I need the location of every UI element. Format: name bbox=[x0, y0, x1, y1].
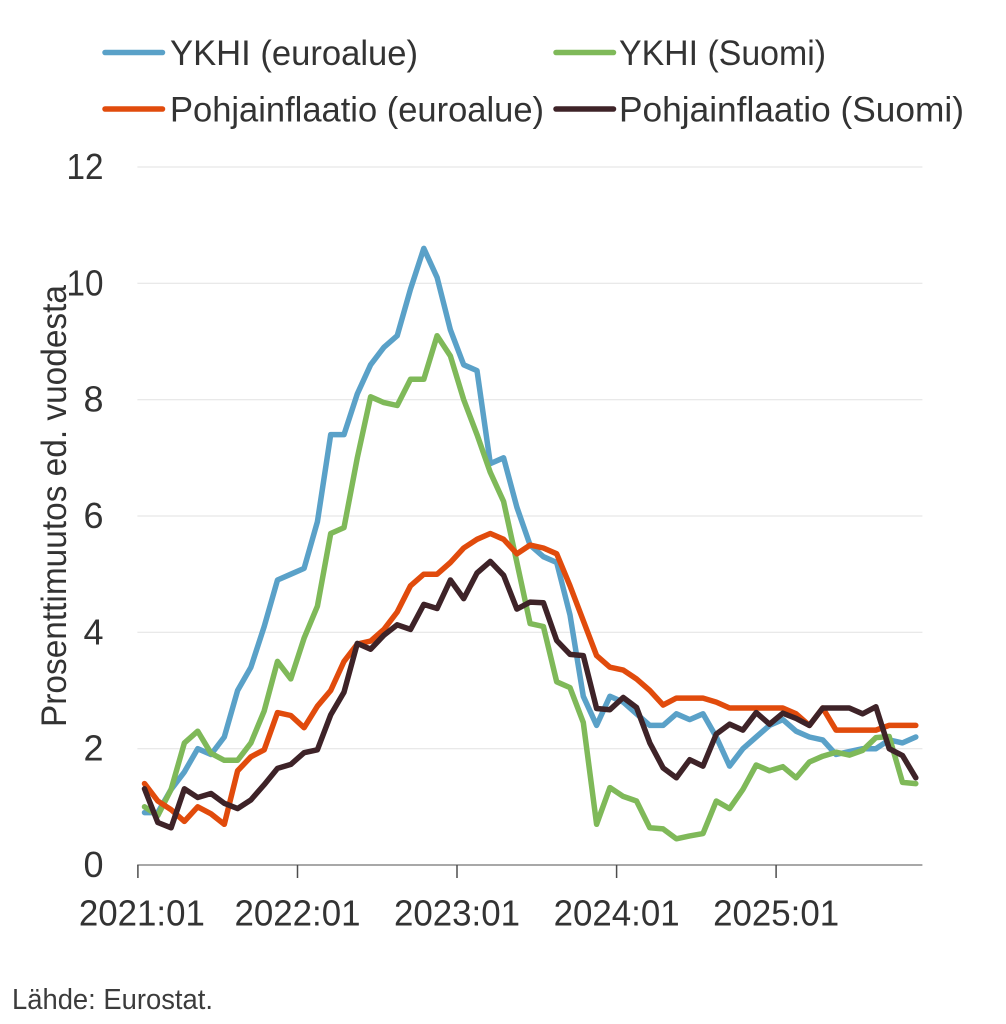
svg-text:0: 0 bbox=[83, 844, 103, 885]
svg-text:2: 2 bbox=[83, 728, 103, 769]
svg-text:Lähde: Eurostat.: Lähde: Eurostat. bbox=[12, 984, 213, 1016]
svg-text:12: 12 bbox=[67, 146, 104, 187]
svg-text:Pohjainflaatio (euroalue): Pohjainflaatio (euroalue) bbox=[170, 91, 544, 130]
svg-text:2024:01: 2024:01 bbox=[554, 893, 680, 934]
svg-text:2022:01: 2022:01 bbox=[235, 893, 361, 934]
svg-text:10: 10 bbox=[67, 262, 104, 303]
svg-text:6: 6 bbox=[83, 495, 103, 536]
svg-text:2025:01: 2025:01 bbox=[713, 893, 839, 934]
svg-text:2023:01: 2023:01 bbox=[394, 893, 520, 934]
svg-text:2021:01: 2021:01 bbox=[79, 893, 205, 934]
svg-text:YKHI (euroalue): YKHI (euroalue) bbox=[170, 34, 418, 73]
svg-text:YKHI (Suomi): YKHI (Suomi) bbox=[619, 34, 826, 73]
svg-text:8: 8 bbox=[83, 379, 103, 420]
svg-text:4: 4 bbox=[83, 611, 103, 652]
svg-text:Prosenttimuutos ed. vuodesta: Prosenttimuutos ed. vuodesta bbox=[35, 285, 74, 727]
svg-text:Pohjainflaatio (Suomi): Pohjainflaatio (Suomi) bbox=[619, 91, 964, 130]
